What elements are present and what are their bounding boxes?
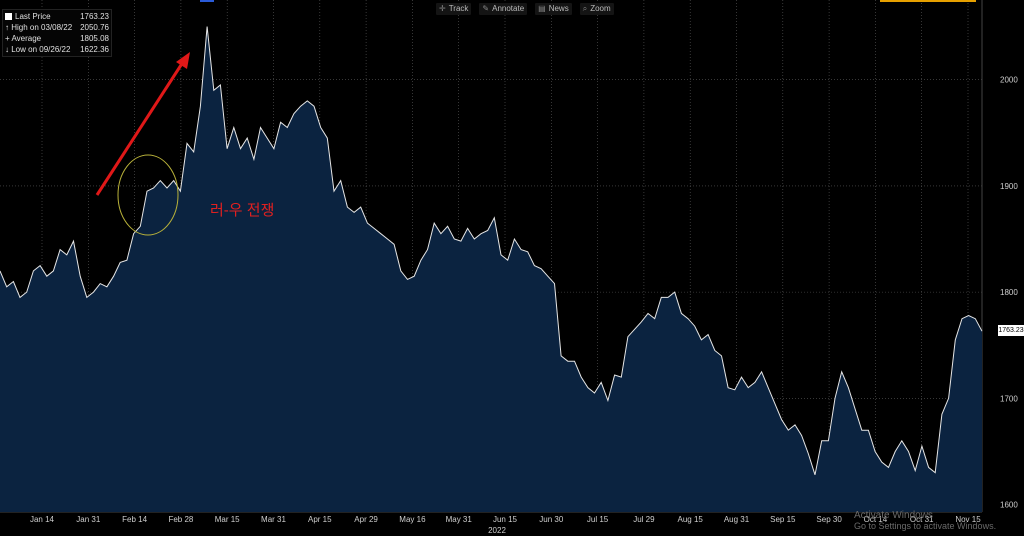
legend-row-average: + Average 1805.08 bbox=[5, 34, 109, 43]
x-year-label: 2022 bbox=[488, 526, 506, 535]
red-arrow-annotation bbox=[95, 61, 185, 196]
y-tick-label: 1600 bbox=[1000, 501, 1018, 510]
x-tick-label: Sep 30 bbox=[816, 515, 842, 524]
news-button[interactable]: ▤ News bbox=[535, 3, 572, 15]
price-area-fill bbox=[0, 26, 982, 512]
white-swatch-icon bbox=[5, 13, 12, 20]
x-tick-label: Feb 14 bbox=[122, 515, 147, 524]
y-tick-label: 1800 bbox=[1000, 288, 1018, 297]
news-icon: ▤ bbox=[538, 4, 546, 13]
x-tick-label: Jul 15 bbox=[587, 515, 609, 524]
windows-activation-watermark: Activate Windows Go to Settings to activ… bbox=[854, 510, 997, 531]
pencil-icon: ✎ bbox=[482, 4, 490, 13]
x-axis-ticks: Jan 14 Jan 31 Feb 14 Feb 28 Mar 15 Mar 31 Apr … bbox=[30, 515, 981, 535]
x-tick-label: Jan 31 bbox=[76, 515, 101, 524]
x-tick-label: Mar 31 bbox=[261, 515, 286, 524]
x-tick-label: Feb 28 bbox=[168, 515, 193, 524]
x-tick-label: Oct 14 bbox=[864, 515, 888, 524]
legend-row-low: ↓ Low on 09/26/22 1622.36 bbox=[5, 45, 109, 54]
y-tick-label: 2000 bbox=[1000, 76, 1018, 85]
x-tick-label: May 31 bbox=[446, 515, 473, 524]
legend-row-last: Last Price 1763.23 bbox=[5, 11, 109, 22]
x-tick-label: Jun 30 bbox=[539, 515, 564, 524]
chart-toolbar: ✛ Track ✎ Annotate ▤ News ⌕ Zoom bbox=[436, 3, 614, 15]
x-tick-label: Nov 15 bbox=[955, 515, 981, 524]
circle-annotation bbox=[117, 154, 179, 236]
plus-icon: + bbox=[5, 34, 12, 43]
track-button[interactable]: ✛ Track bbox=[436, 3, 472, 15]
y-axis-ticks: 1600 1700 1800 1900 2000 bbox=[1000, 76, 1018, 510]
up-arrow-icon: ↑ bbox=[5, 23, 12, 32]
x-tick-label: Jan 14 bbox=[30, 515, 55, 524]
crosshair-icon: ✛ bbox=[439, 4, 446, 13]
red-arrow-head bbox=[176, 52, 190, 69]
last-price-tag: 1763.23 bbox=[998, 325, 1024, 336]
x-tick-label: Apr 29 bbox=[354, 515, 378, 524]
y-tick-label: 1700 bbox=[1000, 394, 1018, 403]
x-tick-label: Jun 15 bbox=[493, 515, 518, 524]
header-accent-marker bbox=[200, 0, 214, 2]
x-tick-label: Mar 15 bbox=[215, 515, 240, 524]
chart-legend: Last Price 1763.23 ↑ High on 03/08/22 2050… bbox=[2, 9, 112, 57]
x-tick-label: Jul 29 bbox=[633, 515, 655, 524]
zoom-button[interactable]: ⌕ Zoom bbox=[579, 3, 614, 15]
x-tick-label: Sep 15 bbox=[770, 515, 796, 524]
header-accent-bar bbox=[880, 0, 976, 2]
magnifier-icon: ⌕ bbox=[582, 4, 588, 13]
down-arrow-icon: ↓ bbox=[5, 45, 12, 54]
legend-row-high: ↑ High on 03/08/22 2050.76 bbox=[5, 23, 109, 32]
x-tick-label: Aug 31 bbox=[724, 515, 750, 524]
war-annotation-label: 러-우 전쟁 bbox=[210, 202, 275, 219]
x-tick-label: Oct 31 bbox=[910, 515, 934, 524]
x-tick-label: Apr 15 bbox=[308, 515, 332, 524]
y-tick-label: 1900 bbox=[1000, 182, 1018, 191]
x-tick-label: May 16 bbox=[399, 515, 426, 524]
price-line bbox=[0, 26, 983, 475]
annotate-button[interactable]: ✎ Annotate bbox=[479, 3, 528, 15]
x-tick-label: Aug 15 bbox=[678, 515, 704, 524]
